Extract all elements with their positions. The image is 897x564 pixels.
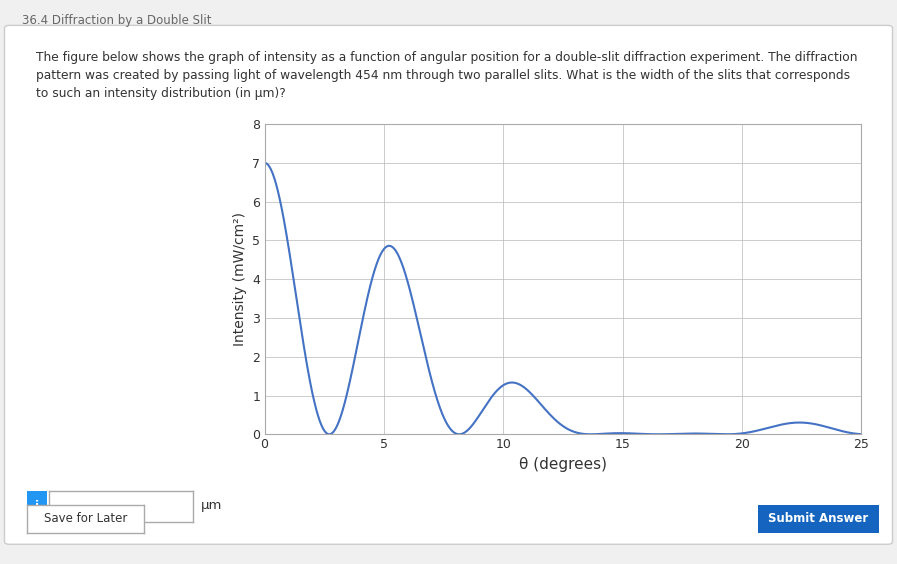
Text: Submit Answer: Submit Answer [769,512,868,526]
Text: Save for Later: Save for Later [44,512,126,526]
Text: 36.4 Diffraction by a Double Slit: 36.4 Diffraction by a Double Slit [22,14,212,27]
Y-axis label: Intensity (mW/cm²): Intensity (mW/cm²) [233,212,247,346]
Text: μm: μm [201,499,222,513]
Text: i: i [35,500,39,513]
X-axis label: θ (degrees): θ (degrees) [518,457,607,472]
Text: The figure below shows the graph of intensity as a function of angular position : The figure below shows the graph of inte… [36,51,858,100]
